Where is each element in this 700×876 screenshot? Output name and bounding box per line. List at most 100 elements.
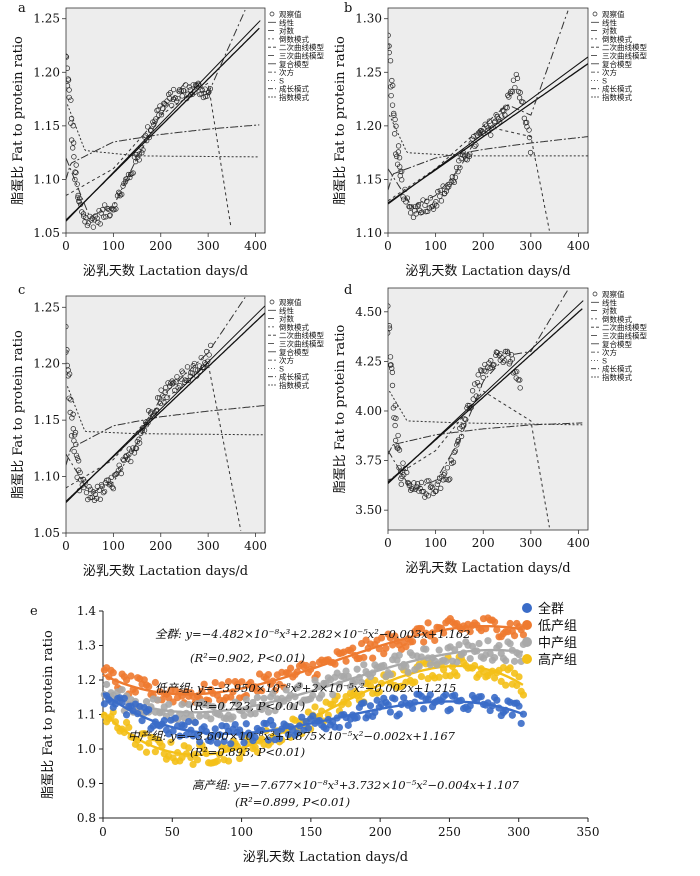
- x-tick-label: 50: [165, 825, 180, 839]
- data-point: [502, 657, 510, 665]
- observed-point: [389, 382, 396, 389]
- data-point: [435, 673, 443, 681]
- panel-a: a 1.05 1.10 1.15 1.20 1.25 0 100 200 300 400 泌乳天数 L…: [11, 1, 324, 279]
- observed-point: [171, 380, 177, 386]
- observed-point: [66, 76, 71, 82]
- observed-point: [435, 478, 441, 485]
- data-point: [420, 705, 428, 713]
- observed-point: [167, 90, 174, 96]
- observed-point: [68, 97, 74, 103]
- observed-point: [172, 387, 178, 394]
- legend-label: 中产组: [538, 636, 577, 651]
- observed-point: [424, 478, 430, 484]
- data-point: [193, 756, 202, 764]
- observed-point: [113, 206, 119, 212]
- observed-point: [388, 49, 392, 56]
- data-point: [453, 658, 461, 666]
- legend-label: 倒数模式: [602, 314, 632, 324]
- data-point: [510, 657, 519, 665]
- x-tick-label: 200: [149, 239, 172, 253]
- observed-point: [122, 178, 129, 185]
- data-point: [176, 732, 184, 740]
- data-point: [420, 638, 428, 646]
- data-point: [506, 619, 514, 628]
- x-tick-label: 350: [577, 825, 600, 839]
- data-point: [391, 695, 399, 703]
- observed-point: [443, 476, 449, 483]
- legend-label: 倒数模式: [279, 34, 309, 44]
- observed-point: [388, 325, 393, 331]
- data-point: [506, 640, 514, 648]
- observed-point: [125, 171, 132, 178]
- observed-point: [393, 123, 399, 129]
- data-point: [127, 672, 135, 680]
- data-point: [196, 738, 204, 746]
- data-point: [242, 720, 250, 728]
- data-point: [298, 713, 306, 721]
- data-point: [120, 694, 128, 702]
- fit-cubic-line: [66, 9, 246, 218]
- data-point: [415, 662, 423, 670]
- observed-point: [440, 477, 446, 483]
- observed-point: [496, 116, 502, 122]
- data-point: [484, 637, 492, 645]
- data-point: [125, 723, 133, 731]
- data-point: [318, 691, 326, 699]
- fit-quadratic-line: [66, 82, 232, 228]
- observed-point: [388, 43, 392, 49]
- legend-label: 指数模式: [602, 372, 632, 382]
- observed-point: [392, 116, 398, 123]
- legend-marker: [522, 654, 532, 664]
- fit-cubic-line: [388, 289, 569, 491]
- observed-point: [419, 209, 425, 215]
- observed-point: [197, 91, 203, 98]
- data-point: [366, 702, 375, 710]
- observed-point: [389, 77, 395, 84]
- data-point: [264, 736, 273, 744]
- observed-point: [157, 400, 164, 407]
- observed-point: [69, 415, 75, 421]
- data-point: [260, 694, 268, 702]
- y-tick-label: 1.3: [77, 639, 96, 653]
- observed-point: [131, 450, 138, 456]
- data-point: [377, 634, 386, 642]
- observed-point: [493, 349, 500, 355]
- data-point: [185, 717, 193, 726]
- observed-point: [491, 362, 497, 368]
- data-point: [109, 669, 117, 677]
- observed-point: [75, 192, 81, 199]
- observed-point: [72, 429, 79, 436]
- observed-point: [429, 485, 436, 491]
- observed-point: [411, 480, 417, 486]
- data-point: [395, 651, 403, 659]
- fit-inverse-line: [388, 390, 583, 426]
- observed-point: [420, 197, 426, 203]
- plot-content: [388, 289, 584, 528]
- x-tick-label: 100: [102, 239, 125, 253]
- data-point: [493, 696, 501, 704]
- data-point: [369, 654, 377, 662]
- data-point: [253, 748, 261, 756]
- y-tick-label: 1.15: [33, 413, 60, 427]
- x-tick-label: 0: [62, 239, 70, 253]
- y-tick-label: 1.4: [77, 604, 96, 618]
- observed-point: [452, 448, 458, 454]
- observed-point: [526, 134, 533, 141]
- observed-point: [483, 368, 489, 375]
- x-tick-label: 400: [244, 539, 267, 553]
- data-point: [293, 729, 301, 737]
- equation-stats: (R²=0.723, P<0.01): [190, 699, 305, 713]
- observed-point: [418, 479, 425, 486]
- observed-point: [154, 107, 160, 114]
- data-point: [313, 670, 321, 679]
- data-point: [171, 714, 179, 722]
- observed-point: [97, 496, 103, 502]
- data-point: [495, 641, 503, 650]
- plot-content: [66, 9, 261, 230]
- plot-content: [388, 10, 588, 231]
- observed-point: [192, 89, 198, 95]
- plot-area: [387, 7, 589, 234]
- data-point: [189, 760, 197, 769]
- fit-inverse-line: [388, 114, 588, 157]
- observed-point: [152, 118, 158, 124]
